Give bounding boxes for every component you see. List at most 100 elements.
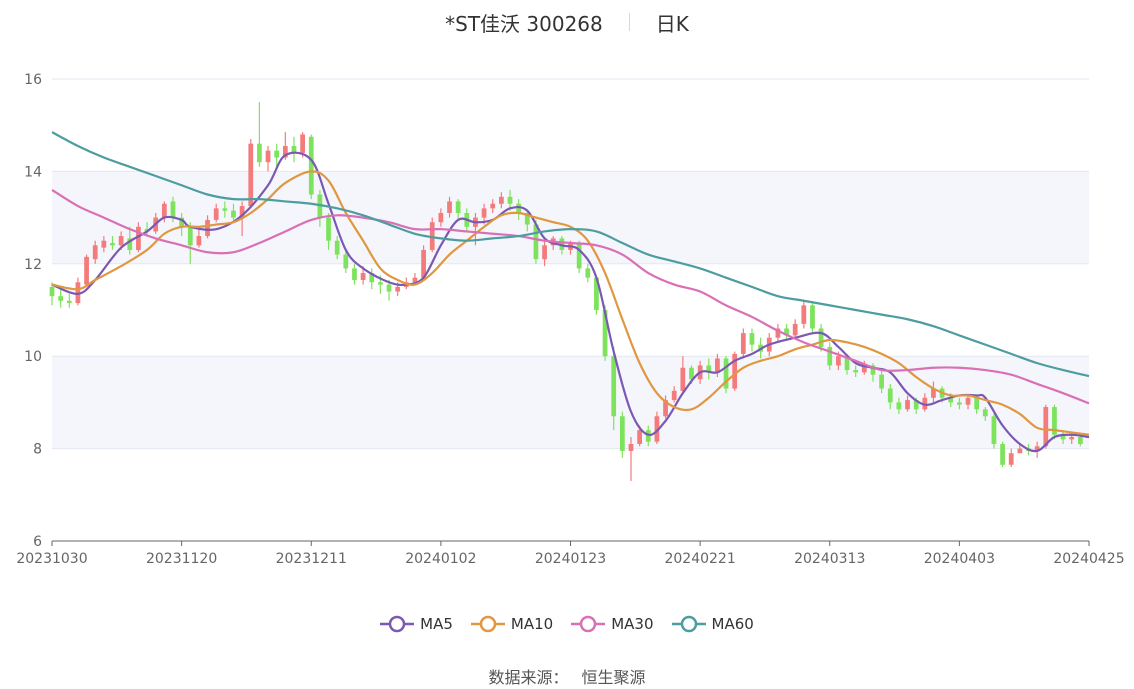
candle-body xyxy=(896,402,902,410)
candle xyxy=(853,365,859,377)
candle xyxy=(429,217,435,253)
legend-label: MA10 xyxy=(510,615,554,633)
legend-item-ma60[interactable]: MA60 xyxy=(671,615,754,633)
candle-body xyxy=(1000,443,1005,465)
candle xyxy=(326,212,331,250)
candle xyxy=(1008,448,1014,468)
legend-swatch-marker xyxy=(388,615,406,633)
legend-swatch-icon xyxy=(671,615,706,633)
candle xyxy=(671,386,677,403)
x-tick-label: 20240425 xyxy=(1053,551,1124,567)
legend-swatch-icon xyxy=(470,615,505,633)
candle xyxy=(801,300,807,329)
legend-item-ma30[interactable]: MA30 xyxy=(571,615,654,633)
candle xyxy=(810,303,815,334)
candle xyxy=(619,411,625,458)
candle-body xyxy=(792,323,798,336)
candle-body xyxy=(524,212,530,225)
legend-swatch-marker xyxy=(579,615,597,633)
candle-body xyxy=(965,397,971,405)
legend-item-ma5[interactable]: MA5 xyxy=(380,615,453,633)
x-axis: 20231030 20231120 20231211 20240102 20240123… xyxy=(16,540,1125,567)
candle xyxy=(956,397,962,410)
candle xyxy=(196,226,202,248)
candle xyxy=(533,219,539,264)
source-value: 恒生聚源 xyxy=(581,668,646,687)
candle xyxy=(75,277,81,306)
candle xyxy=(663,395,668,419)
candle-body xyxy=(1052,407,1057,435)
candle-body xyxy=(844,356,850,371)
candle xyxy=(1060,430,1066,444)
candle-body xyxy=(213,208,219,220)
candle-body xyxy=(706,365,712,373)
candle xyxy=(680,356,686,394)
candle-body xyxy=(680,367,686,391)
candle-body xyxy=(887,388,893,403)
x-tick-label: 20240403 xyxy=(924,551,995,567)
candle xyxy=(213,203,219,223)
legend-item-ma10[interactable]: MA10 xyxy=(470,615,554,633)
candle-body xyxy=(913,400,919,410)
candle xyxy=(455,199,461,220)
candle xyxy=(343,249,349,274)
candle-body xyxy=(818,328,824,347)
candle xyxy=(1052,404,1057,440)
candle-body xyxy=(378,282,383,285)
legend-swatch-icon xyxy=(380,615,415,633)
candle xyxy=(740,328,746,359)
candle-body xyxy=(533,224,539,260)
candle xyxy=(334,236,340,260)
candle-body xyxy=(498,196,504,204)
candle xyxy=(982,407,988,421)
moving-averages xyxy=(51,131,1090,453)
candle xyxy=(792,319,798,338)
y-tick-label: 10 xyxy=(24,349,42,365)
candle-body xyxy=(360,273,366,280)
candle-body xyxy=(308,136,314,195)
candle-body xyxy=(101,240,107,248)
candle-body xyxy=(723,358,729,389)
candle-body xyxy=(205,219,210,237)
candle-body xyxy=(956,402,962,405)
candle-body xyxy=(66,300,72,304)
candle-body xyxy=(110,243,115,246)
candle xyxy=(265,145,271,172)
candle-body xyxy=(1008,453,1014,465)
candle-body xyxy=(248,143,254,207)
candle xyxy=(879,370,884,394)
candle-body xyxy=(1043,407,1049,447)
candle-body xyxy=(92,245,98,260)
candle-body xyxy=(594,277,599,310)
ma30-line xyxy=(51,188,1090,405)
candle xyxy=(498,192,504,209)
candle xyxy=(291,136,297,163)
candle xyxy=(576,240,582,274)
candle-body xyxy=(991,416,997,444)
candle xyxy=(628,437,634,481)
candle-body xyxy=(905,400,910,410)
candle-body xyxy=(136,226,141,250)
candle xyxy=(723,356,729,394)
candle xyxy=(887,383,893,410)
x-tick-label: 20240313 xyxy=(794,551,865,567)
candle-body xyxy=(75,282,81,304)
candle-body xyxy=(542,245,547,260)
candle xyxy=(784,323,789,341)
y-tick-label: 8 xyxy=(33,442,42,458)
y-tick-label: 12 xyxy=(24,257,42,273)
candle-body xyxy=(481,208,487,218)
candle xyxy=(274,143,280,167)
legend-label: MA60 xyxy=(711,615,754,633)
candlestick-chart: 6 8 10 12 14 16 20231030 20231120 20231211 20240… xyxy=(16,72,1125,567)
candle-body xyxy=(810,305,815,329)
candle-body xyxy=(516,203,522,213)
candle-body xyxy=(1034,446,1040,451)
y-tick-label: 6 xyxy=(33,534,42,550)
legend-swatch-marker xyxy=(479,615,497,633)
candle-body xyxy=(671,390,677,401)
candle-body xyxy=(585,268,591,278)
candle xyxy=(92,240,98,264)
candle xyxy=(421,245,426,280)
candle-body xyxy=(231,210,236,218)
